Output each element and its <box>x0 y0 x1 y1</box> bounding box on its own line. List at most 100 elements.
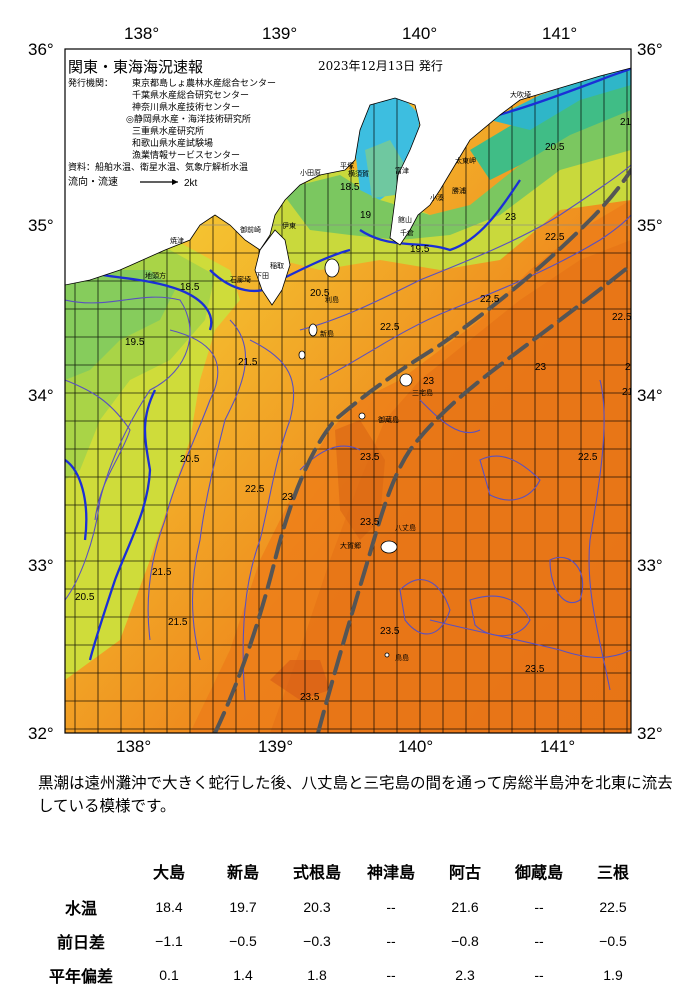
arrowhead-icon <box>172 179 178 185</box>
data-source: 資料：船舶水温、衛星水温、気象庁解析水温 <box>68 161 248 173</box>
svg-text:新島: 新島 <box>320 329 334 338</box>
svg-text:23.5: 23.5 <box>360 452 380 463</box>
svg-text:千倉: 千倉 <box>400 228 414 237</box>
publisher-5: 三重県水産研究所 <box>132 125 204 137</box>
lon-label-top-141: 141° <box>542 24 577 43</box>
table-cell: 22.5 <box>599 899 627 915</box>
row-label: 前日差 <box>56 933 105 952</box>
lon-label-top-140: 140° <box>402 24 437 43</box>
table-cell: 1.8 <box>307 967 327 983</box>
table-cell: -- <box>534 967 544 983</box>
svg-text:勝浦: 勝浦 <box>452 186 466 195</box>
niijima-island <box>308 323 318 337</box>
lat-label-left-36: 36° <box>28 40 54 59</box>
issue-date: 2023年12月13日 発行 <box>318 59 443 73</box>
oshima-island <box>324 258 340 278</box>
svg-text:三宅島: 三宅島 <box>412 388 433 397</box>
table-header-row: 大島 新島 式根島 神津島 阿古 御蔵島 三根 <box>30 852 650 890</box>
svg-text:22.5: 22.5 <box>480 294 500 305</box>
torishima-island <box>384 652 390 658</box>
table-cell: 2.3 <box>455 967 475 983</box>
sea-temperature-map: 19.5 21.5 20.5 22.5 23 23.5 23.5 23 22.5… <box>28 24 663 756</box>
miyakejima-island <box>399 373 413 387</box>
table-row: 前日差 −1.1 −0.5 −0.3 -- −0.8 -- −0.5 <box>30 924 650 958</box>
column-header: 三根 <box>596 863 629 882</box>
svg-text:22.5: 22.5 <box>578 452 598 463</box>
svg-text:大吹埼: 大吹埼 <box>510 90 531 99</box>
publisher-2: 千葉県水産総合研究センター <box>132 89 249 101</box>
svg-text:21.5: 21.5 <box>168 617 188 628</box>
table-cell: -- <box>386 967 396 983</box>
lat-label-left-32: 32° <box>28 724 54 743</box>
lat-label-left-35: 35° <box>28 216 54 235</box>
condition-description: 黒潮は遠州灘沖で大きく蛇行した後、八丈島と三宅島の間を通って房総半島沖を北東に流… <box>38 774 673 815</box>
column-header: 御蔵島 <box>514 863 563 882</box>
publisher-3: 神奈川県水産技術センター <box>132 101 240 113</box>
place-names: 小田原 平塚 横須賀 富津 太東岬 大吹埼 勝浦 小湊 館山 千倉 焼津 御前崎… <box>145 90 531 662</box>
publisher-1: 東京都島しょ農林水産総合センター <box>132 77 276 89</box>
svg-text:18.5: 18.5 <box>340 182 360 193</box>
publisher-label: 発行機関： <box>68 77 113 89</box>
svg-text:20.5: 20.5 <box>545 142 565 153</box>
publisher-4: ◎静岡県水産・海洋技術研究所 <box>126 113 251 125</box>
table-row: 平年偏差 0.1 1.4 1.8 -- 2.3 -- 1.9 <box>30 958 650 992</box>
lon-label-bottom-139: 139° <box>258 737 293 756</box>
table-cell: −0.5 <box>229 933 257 949</box>
svg-text:21.5: 21.5 <box>152 567 172 578</box>
svg-text:富津: 富津 <box>395 166 409 175</box>
svg-text:23.5: 23.5 <box>525 664 545 675</box>
map-grid <box>65 49 631 733</box>
lon-label-bottom-141: 141° <box>540 737 575 756</box>
table-cell: −1.1 <box>155 933 183 949</box>
table-cell: 20.3 <box>303 899 331 915</box>
table-cell: -- <box>386 899 396 915</box>
land <box>65 49 631 658</box>
table-cell: −0.3 <box>303 933 331 949</box>
column-header: 阿古 <box>448 863 481 882</box>
map-title: 関東・東海海況速報 <box>68 58 203 76</box>
svg-text:利島: 利島 <box>325 295 339 304</box>
table-cell: −0.5 <box>599 933 627 949</box>
svg-text:八丈島: 八丈島 <box>395 523 416 532</box>
hachijojima-island <box>380 540 398 554</box>
lat-label-right-36: 36° <box>637 40 663 59</box>
mikurajima-island <box>358 412 366 420</box>
svg-text:23: 23 <box>423 376 435 387</box>
svg-text:22.5: 22.5 <box>612 312 632 323</box>
lon-label-top-139: 139° <box>262 24 297 43</box>
svg-text:御蔵島: 御蔵島 <box>378 415 399 424</box>
table-cell: −0.8 <box>451 933 479 949</box>
column-header: 神津島 <box>366 863 415 882</box>
svg-text:23: 23 <box>505 212 517 223</box>
contour-labels: 19.5 21.5 20.5 22.5 23 23.5 23.5 23 22.5… <box>75 117 632 703</box>
table-cell: 1.4 <box>233 967 253 983</box>
table-cell: 19.7 <box>229 899 257 915</box>
svg-text:館山: 館山 <box>398 215 412 224</box>
lat-label-right-32: 32° <box>637 724 663 743</box>
lon-label-bottom-140: 140° <box>398 737 433 756</box>
lat-label-left-33: 33° <box>28 556 54 575</box>
table-cell: 21.6 <box>451 899 479 915</box>
svg-text:20.5: 20.5 <box>310 288 330 299</box>
column-header: 新島 <box>226 863 259 882</box>
svg-text:22.5: 22.5 <box>545 232 565 243</box>
table-corner <box>30 852 132 890</box>
table-cell: -- <box>534 933 544 949</box>
lon-label-top-138: 138° <box>124 24 159 43</box>
svg-text:23.5: 23.5 <box>300 692 320 703</box>
svg-text:21.5: 21.5 <box>238 357 258 368</box>
svg-text:鳥島: 鳥島 <box>395 653 409 662</box>
lat-label-left-34: 34° <box>28 386 54 405</box>
svg-text:19: 19 <box>360 210 372 221</box>
isotherms-thick <box>65 67 631 661</box>
table-cell: 18.4 <box>155 899 183 915</box>
column-header: 大島 <box>152 863 185 882</box>
table-cell: 1.9 <box>603 967 623 983</box>
svg-text:小湊: 小湊 <box>430 193 444 202</box>
svg-text:大賀郷: 大賀郷 <box>340 541 361 550</box>
svg-text:20.5: 20.5 <box>75 592 95 603</box>
svg-text:石廊埼: 石廊埼 <box>230 275 251 284</box>
svg-text:地頭方: 地頭方 <box>145 271 166 280</box>
kuroshio-axis <box>213 168 631 733</box>
lat-label-right-35: 35° <box>637 216 663 235</box>
